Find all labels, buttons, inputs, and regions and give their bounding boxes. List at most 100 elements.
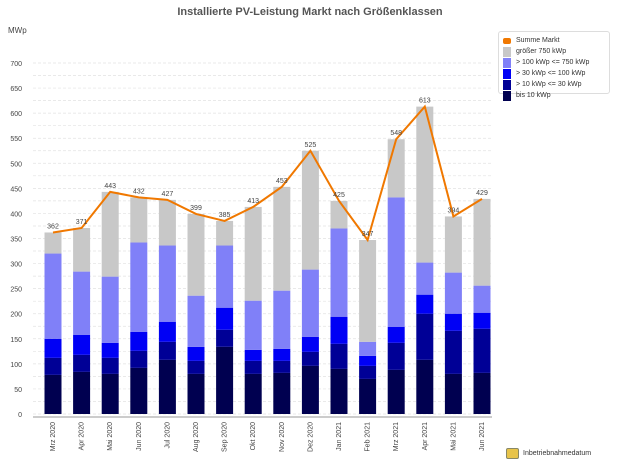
- bar-segment: [73, 334, 91, 355]
- legend-item[interactable]: > 30 kWp <= 100 kWp: [503, 68, 605, 79]
- bar-segment: [158, 321, 176, 342]
- bar-segment: [101, 357, 119, 374]
- y-tick-label: 250: [10, 287, 22, 294]
- bar-segment: [216, 346, 234, 414]
- bar-segment: [330, 200, 348, 229]
- bar-segment: [301, 269, 319, 337]
- data-label: 413: [247, 198, 259, 205]
- bar-segment: [187, 295, 205, 347]
- legend-label: > 30 kWp <= 100 kWp: [516, 70, 586, 77]
- y-tick-label: 650: [10, 86, 22, 93]
- bar-segment: [444, 330, 462, 374]
- bar-segment: [158, 359, 176, 414]
- bar-segment: [473, 312, 491, 329]
- x-tick-label: Jan 2021: [336, 422, 343, 451]
- bar-segment: [330, 228, 348, 317]
- legend-item[interactable]: > 100 kWp <= 750 kWp: [503, 57, 605, 68]
- x-tick-label: Apr 2020: [79, 422, 86, 451]
- data-label: 399: [190, 205, 202, 212]
- legend-item[interactable]: Summe Markt: [503, 35, 605, 46]
- y-tick-label: 300: [10, 262, 22, 269]
- bar-segment: [359, 378, 377, 414]
- legend-swatch: [503, 57, 511, 68]
- bar-segment: [130, 367, 148, 414]
- bar-segment: [273, 348, 291, 361]
- data-label: 443: [104, 183, 116, 190]
- bar-segment: [473, 328, 491, 373]
- x-axis-label: Inbetriebnahmedatum: [523, 450, 592, 457]
- bar-segment: [244, 360, 262, 374]
- bar-segment: [73, 354, 91, 372]
- bar-segment: [187, 360, 205, 374]
- bar-segment: [158, 245, 176, 322]
- legend-swatch: [503, 90, 511, 101]
- legend-label: größer 750 kWp: [516, 48, 567, 55]
- y-tick-label: 50: [14, 387, 22, 394]
- bar-segment: [187, 373, 205, 414]
- y-tick-label: 700: [10, 61, 22, 68]
- bar-segment: [359, 240, 377, 342]
- bar-segment: [273, 372, 291, 414]
- legend-item[interactable]: größer 750 kWp: [503, 46, 605, 57]
- bar-segment: [473, 198, 491, 286]
- x-tick-label: Mai 2020: [107, 422, 114, 451]
- bar-segment: [330, 343, 348, 369]
- x-tick-label: Mrz 2021: [393, 422, 400, 451]
- bar-segment: [244, 206, 262, 301]
- bar-segment: [444, 216, 462, 273]
- bar-segment: [387, 369, 405, 414]
- x-tick-label: Jun 2021: [479, 422, 486, 451]
- y-tick-label: 200: [10, 312, 22, 319]
- bar-segment: [301, 365, 319, 414]
- bar-segment: [273, 186, 291, 291]
- bar-segment: [158, 199, 176, 246]
- x-tick-label: Feb 2021: [365, 422, 372, 452]
- y-tick-label: 600: [10, 111, 22, 118]
- bar-segment: [244, 300, 262, 350]
- legend-item[interactable]: > 10 kWp <= 30 kWp: [503, 79, 605, 90]
- bar-segment: [130, 350, 148, 368]
- y-tick-label: 500: [10, 161, 22, 168]
- bar-segment: [44, 357, 62, 375]
- legend-item[interactable]: bis 10 kWp: [503, 90, 605, 101]
- x-tick-label: Nov 2020: [279, 422, 286, 452]
- data-label: 613: [419, 98, 431, 105]
- bar-segment: [101, 373, 119, 414]
- y-tick-label: 400: [10, 211, 22, 218]
- bar-segment: [244, 373, 262, 414]
- x-tick-label: Jul 2020: [164, 422, 171, 449]
- bar-segment: [387, 197, 405, 327]
- legend-swatch: [503, 46, 511, 57]
- bar-segment: [473, 372, 491, 414]
- x-tick-label: Okt 2020: [250, 422, 257, 451]
- bar-segment: [359, 355, 377, 366]
- bar-segment: [416, 294, 434, 314]
- bar-segment: [44, 253, 62, 339]
- bar-segment: [359, 365, 377, 379]
- legend: Summe Markt größer 750 kWp > 100 kWp <= 75…: [498, 31, 610, 101]
- x-tick-label: Aug 2020: [193, 422, 200, 452]
- y-axis-label: MWp: [8, 26, 27, 35]
- bar-segment: [416, 106, 434, 263]
- legend-swatch: [503, 79, 511, 90]
- legend-label: > 100 kWp <= 750 kWp: [516, 59, 590, 66]
- bar-segment: [330, 316, 348, 344]
- bar-segment: [216, 220, 234, 246]
- legend-swatch: [503, 37, 511, 44]
- x-tick-label: Dez 2020: [307, 422, 314, 452]
- bar-segment: [158, 341, 176, 360]
- bar-segment: [387, 326, 405, 343]
- legend-label: bis 10 kWp: [516, 92, 551, 99]
- x-axis-title[interactable]: Inbetriebnahmedatum: [506, 448, 591, 459]
- bar-segment: [101, 191, 119, 277]
- bar-segment: [330, 368, 348, 414]
- legend-label: > 10 kWp <= 30 kWp: [516, 81, 582, 88]
- bar-segment: [44, 374, 62, 414]
- data-label: 394: [448, 207, 460, 214]
- bar-segment: [444, 272, 462, 314]
- x-tick-label: Mrz 2020: [50, 422, 57, 451]
- x-tick-label: Jun 2020: [136, 422, 143, 451]
- bar-segment: [130, 197, 148, 243]
